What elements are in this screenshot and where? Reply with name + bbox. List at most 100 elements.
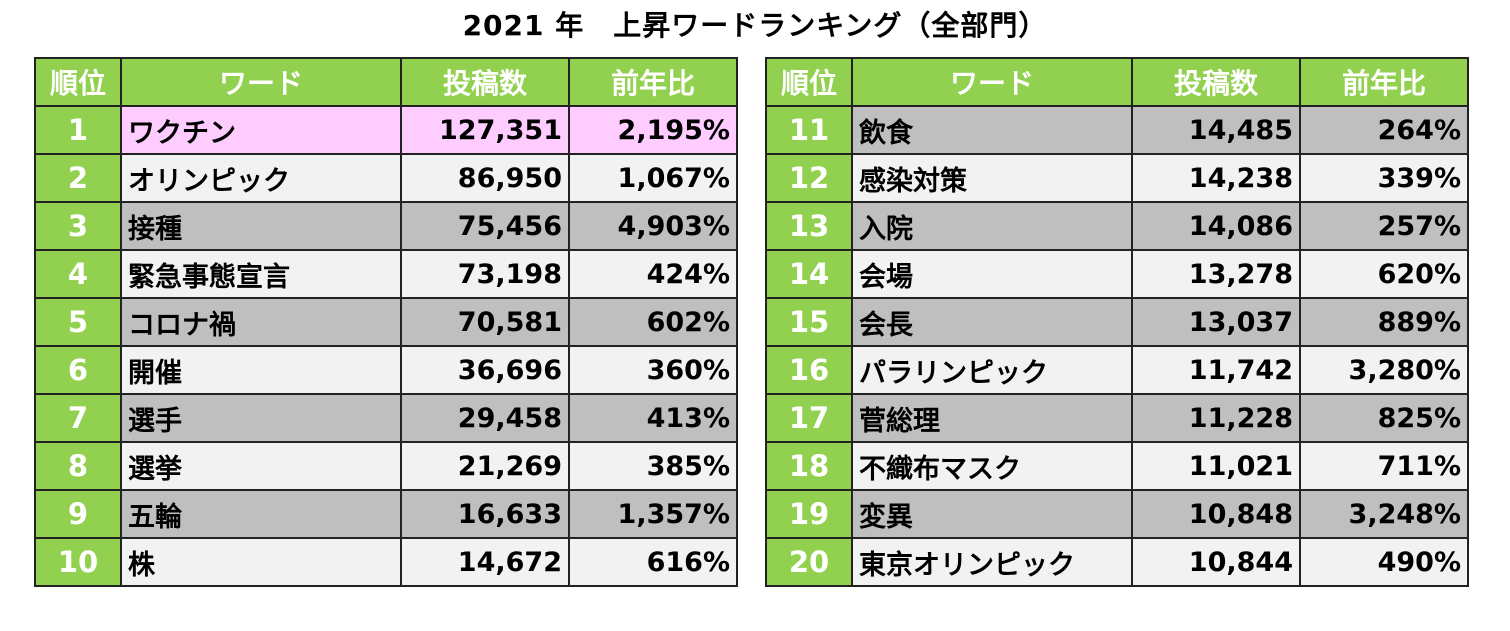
- table-row: 14 会場 13,278 620%: [765, 249, 1469, 299]
- table-row: 17 菅総理 11,228 825%: [765, 393, 1469, 443]
- word-cell: 菅総理: [851, 393, 1133, 443]
- word-cell: 五輪: [120, 489, 402, 539]
- table-row: 4 緊急事態宣言 73,198 424%: [34, 249, 738, 299]
- yoy-cell: 616%: [568, 537, 738, 587]
- word-cell: 株: [120, 537, 402, 587]
- rank-cell: 20: [765, 537, 853, 587]
- word-cell: オリンピック: [120, 153, 402, 203]
- word-cell: ワクチン: [120, 105, 402, 155]
- table-row: 9 五輪 16,633 1,357%: [34, 489, 738, 539]
- table-row: 12 感染対策 14,238 339%: [765, 153, 1469, 203]
- word-cell: パラリンピック: [851, 345, 1133, 395]
- word-cell: コロナ禍: [120, 297, 402, 347]
- header-word: ワード: [851, 57, 1133, 107]
- yoy-cell: 413%: [568, 393, 738, 443]
- posts-cell: 10,848: [1131, 489, 1301, 539]
- rank-cell: 2: [34, 153, 122, 203]
- table-row: 18 不織布マスク 11,021 711%: [765, 441, 1469, 491]
- header-rank: 順位: [765, 57, 853, 107]
- yoy-cell: 360%: [568, 345, 738, 395]
- posts-cell: 13,037: [1131, 297, 1301, 347]
- yoy-cell: 620%: [1299, 249, 1469, 299]
- table-row: 6 開催 36,696 360%: [34, 345, 738, 395]
- rank-cell: 7: [34, 393, 122, 443]
- word-cell: 選挙: [120, 441, 402, 491]
- yoy-cell: 889%: [1299, 297, 1469, 347]
- word-cell: 不織布マスク: [851, 441, 1133, 491]
- rank-cell: 5: [34, 297, 122, 347]
- word-cell: 感染対策: [851, 153, 1133, 203]
- header-word: ワード: [120, 57, 402, 107]
- table-body-right: 11 飲食 14,485 264% 12 感染対策 14,238 339% 13 入院 14,086…: [765, 105, 1469, 587]
- posts-cell: 75,456: [400, 201, 570, 251]
- table-body-left: 1 ワクチン 127,351 2,195% 2 オリンピック 86,950 1,067% 3 接種…: [34, 105, 738, 587]
- header-rank: 順位: [34, 57, 122, 107]
- rank-cell: 14: [765, 249, 853, 299]
- table-row: 10 株 14,672 616%: [34, 537, 738, 587]
- posts-cell: 14,485: [1131, 105, 1301, 155]
- yoy-cell: 264%: [1299, 105, 1469, 155]
- yoy-cell: 1,357%: [568, 489, 738, 539]
- header-yoy: 前年比: [1299, 57, 1469, 107]
- table-row: 8 選挙 21,269 385%: [34, 441, 738, 491]
- header-row: 順位 ワード 投稿数 前年比: [34, 57, 738, 107]
- table-row: 16 パラリンピック 11,742 3,280%: [765, 345, 1469, 395]
- word-cell: 接種: [120, 201, 402, 251]
- table-row: 11 飲食 14,485 264%: [765, 105, 1469, 155]
- rank-cell: 3: [34, 201, 122, 251]
- rank-cell: 15: [765, 297, 853, 347]
- yoy-cell: 385%: [568, 441, 738, 491]
- posts-cell: 21,269: [400, 441, 570, 491]
- posts-cell: 11,021: [1131, 441, 1301, 491]
- table-row: 3 接種 75,456 4,903%: [34, 201, 738, 251]
- rank-cell: 1: [34, 105, 122, 155]
- posts-cell: 11,742: [1131, 345, 1301, 395]
- posts-cell: 86,950: [400, 153, 570, 203]
- word-cell: 会長: [851, 297, 1133, 347]
- rank-cell: 12: [765, 153, 853, 203]
- table-row: 2 オリンピック 86,950 1,067%: [34, 153, 738, 203]
- page-title: 2021 年 上昇ワードランキング（全部門）: [462, 9, 1048, 42]
- word-cell: 入院: [851, 201, 1133, 251]
- header-row: 順位 ワード 投稿数 前年比: [765, 57, 1469, 107]
- yoy-cell: 3,248%: [1299, 489, 1469, 539]
- rank-cell: 13: [765, 201, 853, 251]
- ranking-table-right: 順位 ワード 投稿数 前年比 11 飲食 14,485 264% 12 感染対策 14,23…: [765, 57, 1469, 587]
- rank-cell: 11: [765, 105, 853, 155]
- rank-cell: 17: [765, 393, 853, 443]
- posts-cell: 14,238: [1131, 153, 1301, 203]
- yoy-cell: 3,280%: [1299, 345, 1469, 395]
- rank-cell: 10: [34, 537, 122, 587]
- yoy-cell: 4,903%: [568, 201, 738, 251]
- yoy-cell: 490%: [1299, 537, 1469, 587]
- table-row: 15 会長 13,037 889%: [765, 297, 1469, 347]
- rank-cell: 6: [34, 345, 122, 395]
- yoy-cell: 339%: [1299, 153, 1469, 203]
- yoy-cell: 602%: [568, 297, 738, 347]
- yoy-cell: 2,195%: [568, 105, 738, 155]
- yoy-cell: 424%: [568, 249, 738, 299]
- header-posts: 投稿数: [400, 57, 570, 107]
- word-cell: 会場: [851, 249, 1133, 299]
- posts-cell: 36,696: [400, 345, 570, 395]
- table-row: 7 選手 29,458 413%: [34, 393, 738, 443]
- word-cell: 開催: [120, 345, 402, 395]
- rank-cell: 9: [34, 489, 122, 539]
- table-row: 13 入院 14,086 257%: [765, 201, 1469, 251]
- word-cell: 東京オリンピック: [851, 537, 1133, 587]
- posts-cell: 73,198: [400, 249, 570, 299]
- posts-cell: 70,581: [400, 297, 570, 347]
- rank-cell: 8: [34, 441, 122, 491]
- posts-cell: 127,351: [400, 105, 570, 155]
- word-cell: 変異: [851, 489, 1133, 539]
- posts-cell: 14,672: [400, 537, 570, 587]
- table-row: 5 コロナ禍 70,581 602%: [34, 297, 738, 347]
- posts-cell: 11,228: [1131, 393, 1301, 443]
- table-row: 1 ワクチン 127,351 2,195%: [34, 105, 738, 155]
- ranking-table-left: 順位 ワード 投稿数 前年比 1 ワクチン 127,351 2,195% 2 オリンピック…: [34, 57, 738, 587]
- table-row: 20 東京オリンピック 10,844 490%: [765, 537, 1469, 587]
- rank-cell: 16: [765, 345, 853, 395]
- posts-cell: 29,458: [400, 393, 570, 443]
- posts-cell: 10,844: [1131, 537, 1301, 587]
- posts-cell: 14,086: [1131, 201, 1301, 251]
